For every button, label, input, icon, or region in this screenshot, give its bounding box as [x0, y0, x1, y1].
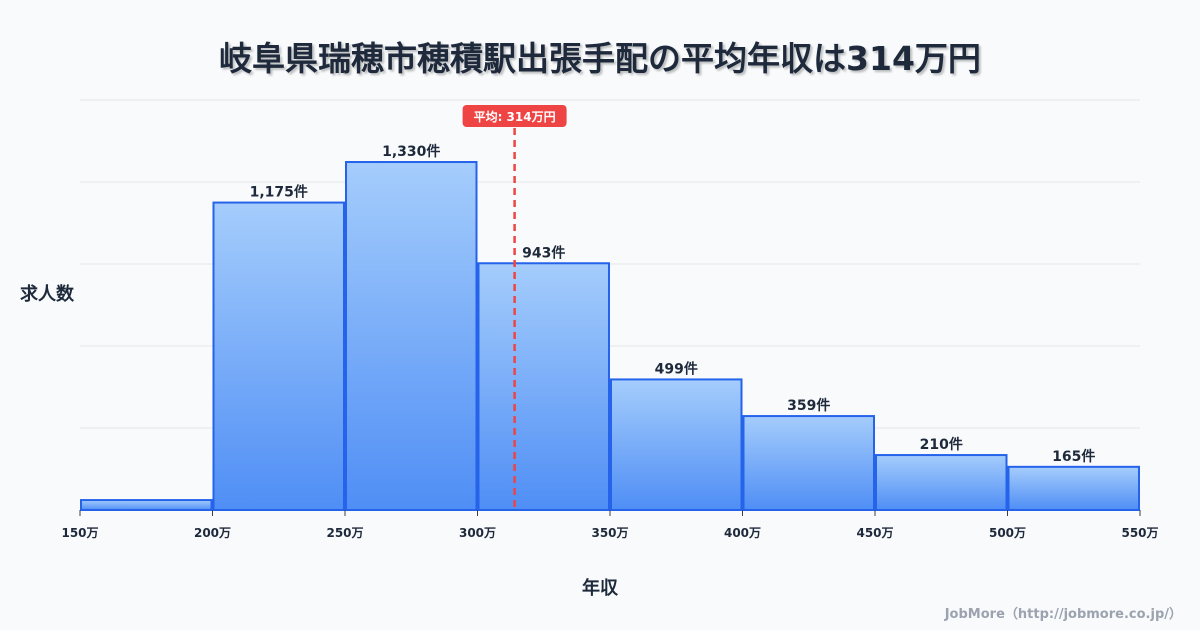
histogram-bar — [742, 415, 875, 511]
x-tick-label: 400万 — [724, 526, 761, 540]
histogram-bar — [80, 499, 213, 511]
histogram-bar — [875, 454, 1008, 511]
bar-data-label: 499件 — [655, 360, 698, 377]
histogram-bar — [345, 161, 478, 511]
histogram-bar — [1007, 465, 1140, 512]
x-tick-label: 300万 — [459, 526, 496, 540]
x-tick-label: 250万 — [326, 526, 363, 540]
histogram-bar — [212, 201, 345, 512]
mean-label: 平均: 314万円 — [474, 109, 556, 124]
y-axis-label: 求人数 — [20, 284, 74, 305]
x-tick-label: 450万 — [856, 526, 893, 540]
histogram-bar — [610, 378, 743, 511]
mean-badge — [462, 105, 567, 127]
credit-text: JobMore（http://jobmore.co.jp/） — [944, 607, 1182, 622]
x-tick-label: 500万 — [989, 526, 1026, 540]
x-tick-label: 350万 — [591, 526, 628, 540]
x-tick-label: 150万 — [61, 526, 98, 540]
bar-data-label: 1,330件 — [382, 143, 440, 160]
x-axis-label: 年収 — [582, 578, 618, 599]
chart-title: 岐阜県瑞穂市穂積駅出張手配の平均年収は314万円 — [219, 39, 981, 78]
x-tick-label: 200万 — [194, 526, 231, 540]
bar-data-label: 359件 — [787, 397, 830, 414]
x-tick-label: 550万 — [1121, 526, 1158, 540]
bar-data-label: 165件 — [1052, 448, 1095, 465]
bar-data-label: 943件 — [522, 244, 565, 261]
bar-data-label: 1,175件 — [250, 184, 308, 201]
histogram-bar — [477, 262, 610, 511]
bar-data-label: 210件 — [920, 436, 963, 453]
